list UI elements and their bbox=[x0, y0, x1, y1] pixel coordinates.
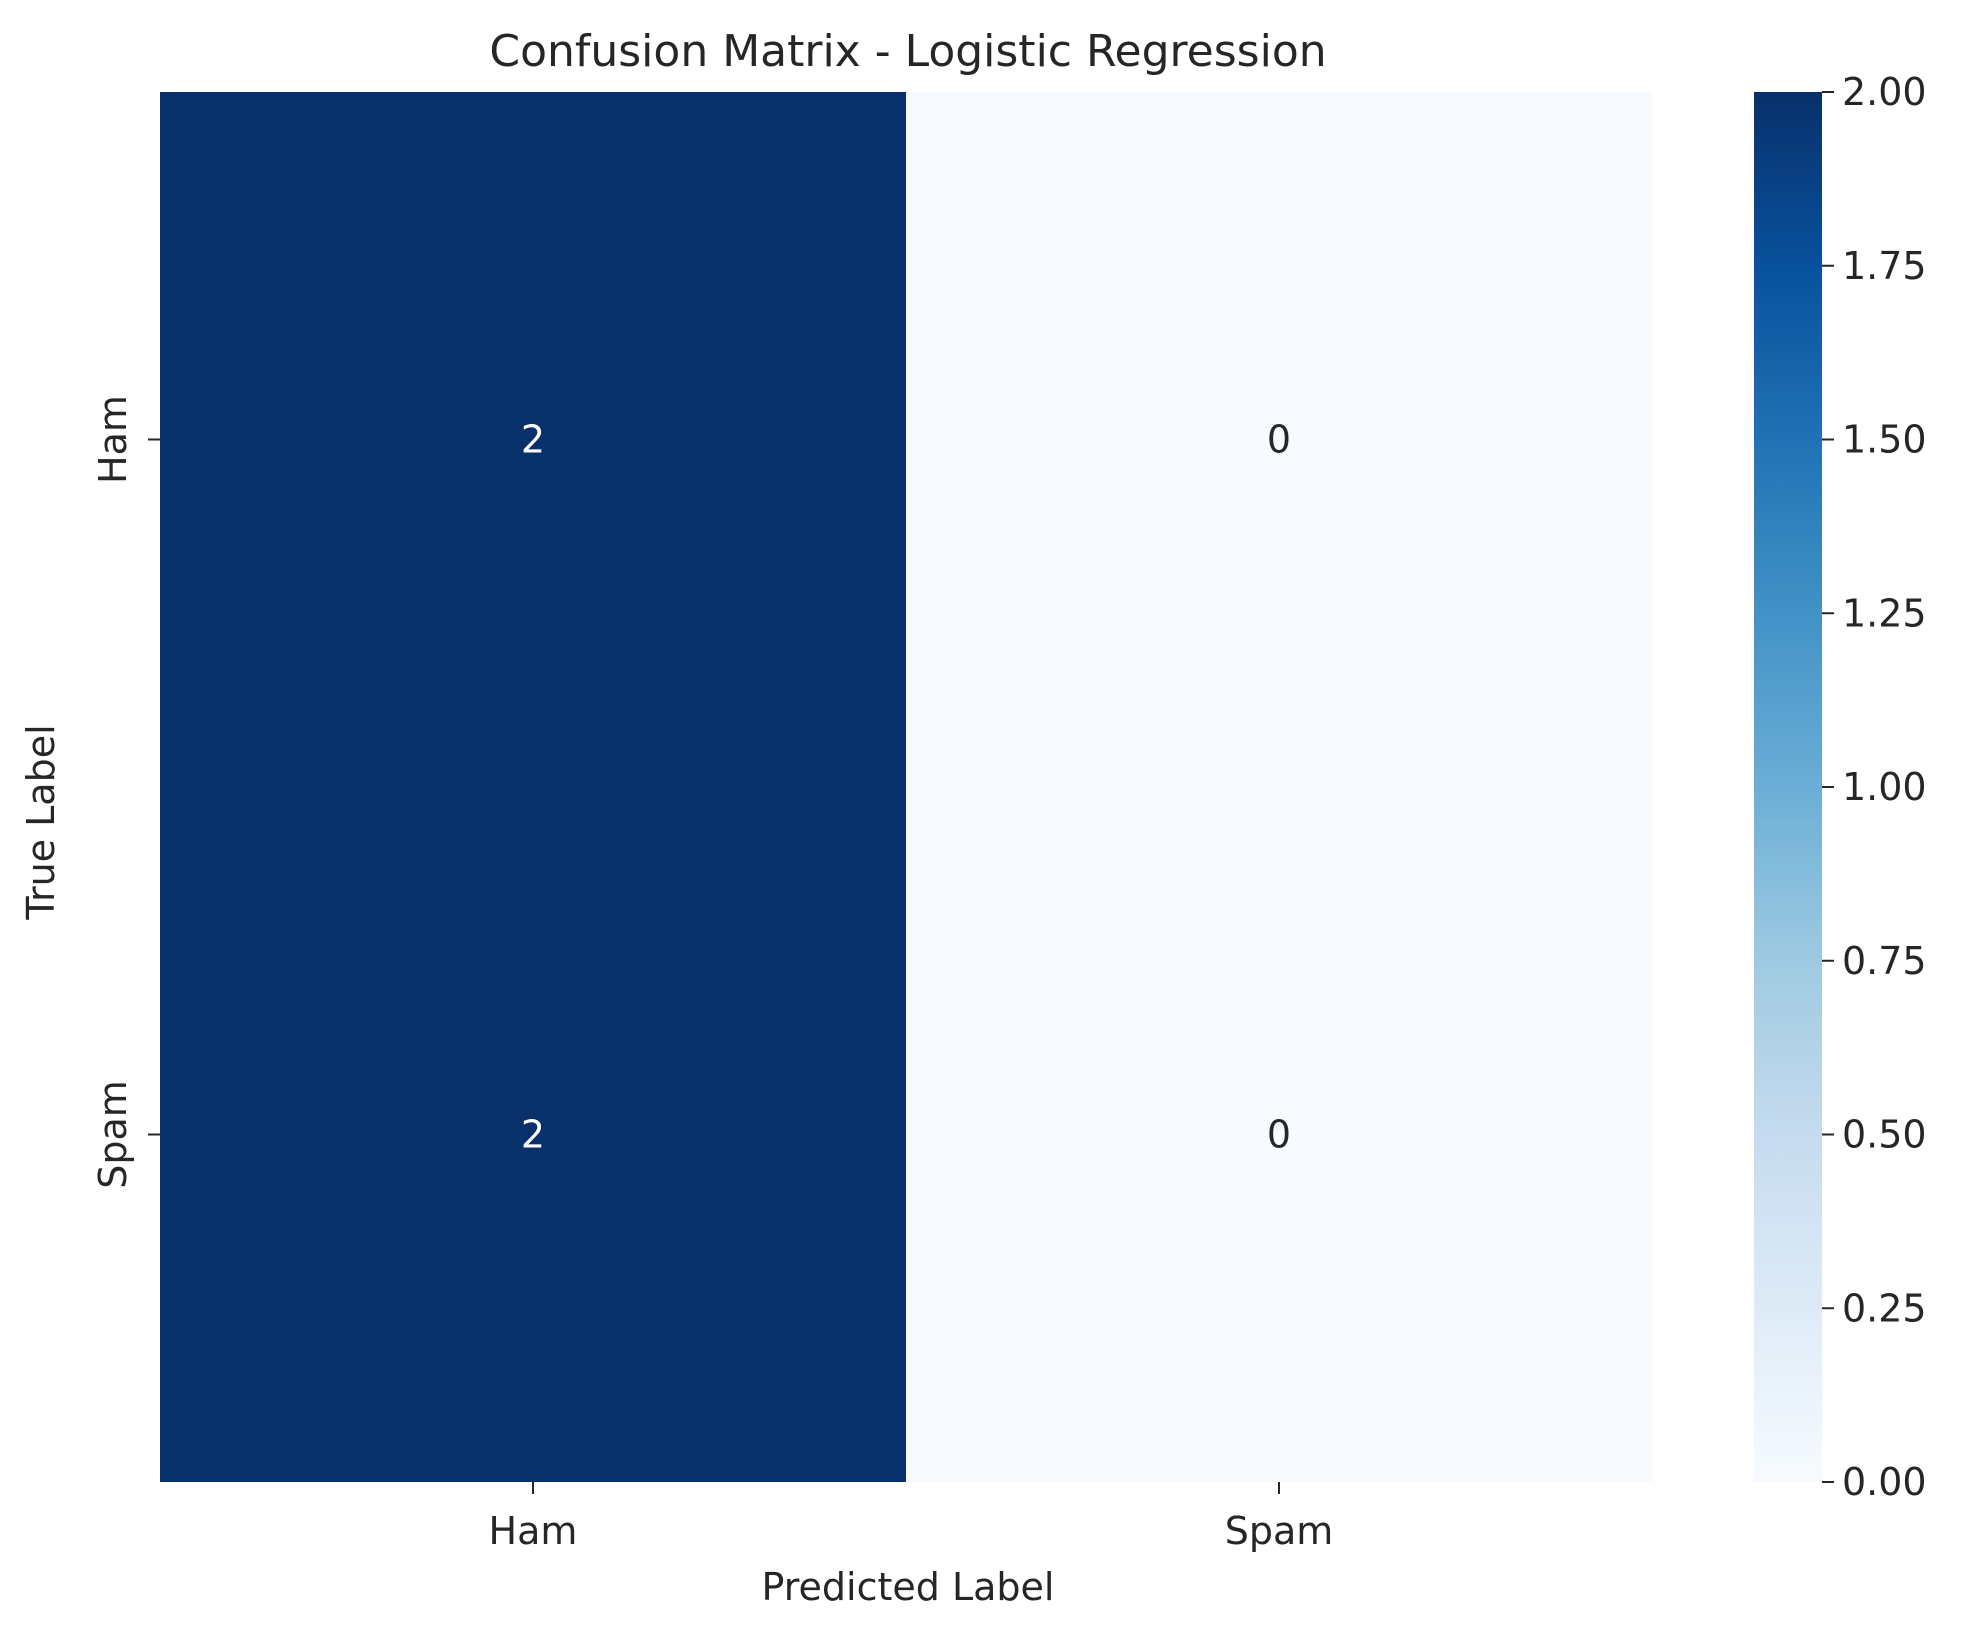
colorbar-tick-label: 1.75 bbox=[1842, 244, 1927, 288]
colorbar-tick-label: 1.50 bbox=[1842, 418, 1927, 462]
colorbar-tick-label: 1.25 bbox=[1842, 591, 1927, 635]
chart-title: Confusion Matrix - Logistic Regression bbox=[489, 26, 1326, 77]
heatmap-cell-spam-spam bbox=[906, 787, 1652, 1482]
y-axis-label: True Label bbox=[19, 724, 63, 920]
cell-value-label: 0 bbox=[1267, 1113, 1291, 1157]
heatmap-cells bbox=[160, 92, 1652, 1482]
x-axis-label: Predicted Label bbox=[762, 1565, 1055, 1609]
cell-value-label: 2 bbox=[521, 418, 545, 462]
cell-value-label: 2 bbox=[521, 1113, 545, 1157]
colorbar-tick-label: 0.25 bbox=[1842, 1286, 1927, 1330]
colorbar-tick-label: 0.50 bbox=[1842, 1113, 1927, 1157]
y-tick-label: Spam bbox=[91, 1080, 135, 1189]
colorbar-ticks: 0.00 0.25 0.50 0.75 1.00 1.25 1.50 1.75 2.00 bbox=[1822, 70, 1927, 1504]
heatmap-cell-ham-spam bbox=[906, 92, 1652, 787]
x-tick-label: Ham bbox=[489, 1509, 578, 1553]
colorbar-tick-label: 0.00 bbox=[1842, 1460, 1927, 1504]
heatmap-cell-spam-ham bbox=[160, 787, 906, 1482]
x-axis-ticks: Ham Spam bbox=[489, 1482, 1334, 1553]
y-tick-label: Ham bbox=[91, 395, 135, 484]
y-axis-ticks: Ham Spam bbox=[91, 395, 160, 1189]
heatmap-cell-ham-ham bbox=[160, 92, 906, 787]
colorbar-tick-label: 0.75 bbox=[1842, 939, 1927, 983]
colorbar bbox=[1754, 92, 1822, 1482]
colorbar-tick-label: 2.00 bbox=[1842, 70, 1927, 114]
cell-value-label: 0 bbox=[1267, 418, 1291, 462]
colorbar-tick-label: 1.00 bbox=[1842, 765, 1927, 809]
heatmap-cell-labels: 2 02 0 bbox=[521, 418, 1291, 1157]
x-tick-label: Spam bbox=[1225, 1509, 1334, 1553]
